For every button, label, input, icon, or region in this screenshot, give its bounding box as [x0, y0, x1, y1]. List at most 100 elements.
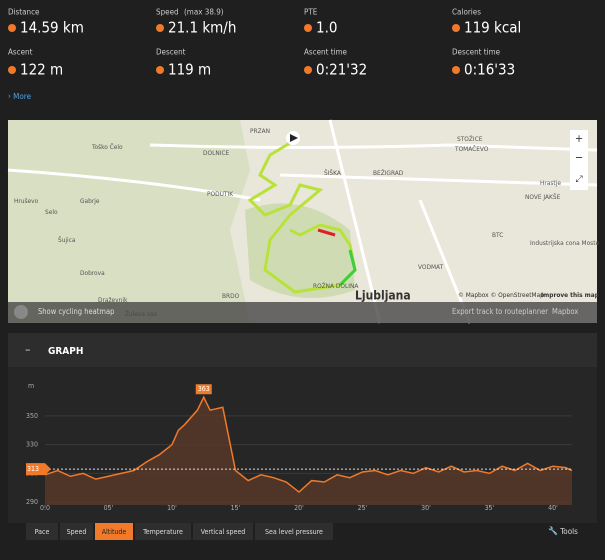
stat-label: Descent [156, 48, 186, 57]
tab[interactable] [135, 523, 191, 540]
place-label: TOMAČEVO [454, 144, 489, 153]
stat-icon [8, 24, 16, 32]
stat-value: 119 kcal [464, 19, 521, 37]
place-label: Draževnik [98, 296, 128, 304]
place-label: Hruševo [14, 197, 39, 205]
stat-value: 21.1 km/h [168, 19, 236, 37]
tab-label[interactable]: Sea level pressure [265, 528, 323, 536]
collapse-button[interactable]: – [25, 343, 30, 357]
stat-value: 0:16'33 [464, 61, 515, 79]
place-label: Šujica [58, 235, 76, 244]
place-label: VODMAT [418, 263, 444, 271]
y-tick-label: 290 [26, 498, 38, 506]
play-icon [290, 134, 298, 142]
route [247, 138, 357, 294]
stat-note: (max 38.9) [184, 8, 224, 17]
place-label: DOLNICE [203, 149, 230, 157]
max-label: 363 [198, 385, 210, 393]
export-link[interactable]: Export track to routeplanner [452, 307, 548, 316]
stat-icon [304, 66, 312, 74]
tab-label[interactable]: Speed [67, 528, 87, 536]
graph-header [8, 333, 597, 367]
y-tick-label: 350 [26, 412, 38, 420]
stat-icon [156, 66, 164, 74]
x-tick-label: 25' [358, 504, 368, 512]
place-label: BTC [492, 231, 503, 239]
place-label: NOVE JAKŠE [525, 192, 561, 201]
tools-button[interactable]: 🔧 Tools [548, 526, 578, 536]
stat-icon [156, 24, 164, 32]
tab-label[interactable]: Temperature [142, 528, 183, 536]
y-tick-label: 330 [26, 441, 38, 449]
stat-value: 122 m [20, 61, 63, 79]
reference-marker [26, 463, 51, 476]
x-tick-label: 20' [294, 504, 304, 512]
x-tick-label: 40' [548, 504, 558, 512]
stat-icon [8, 66, 16, 74]
place-label: Toško Čelo [91, 142, 123, 151]
place-label: PODUTIK [207, 190, 233, 198]
zoom-out[interactable]: − [575, 151, 583, 164]
x-tick-label: 05' [104, 504, 114, 512]
improve-link[interactable]: Improve this map [541, 291, 599, 299]
heatmap-icon[interactable] [14, 305, 28, 319]
x-tick-label: 35' [485, 504, 495, 512]
tools-text[interactable]: Tools [559, 527, 578, 536]
map-style[interactable]: Mapbox [552, 307, 578, 316]
reference-label: 313 [27, 465, 39, 473]
tab-label[interactable]: Altitude [102, 528, 127, 536]
attribution: © Mapbox © OpenStreetMap [458, 291, 544, 299]
place-label: ŠIŠKA [324, 168, 341, 177]
place-label: Hrastje [540, 179, 561, 187]
stat-icon [304, 24, 312, 32]
x-tick-label: 0.0 [40, 504, 50, 512]
stat-label: Descent time [452, 48, 501, 57]
more-link[interactable]: › More [8, 92, 32, 101]
tab-label[interactable]: Vertical speed [201, 528, 246, 536]
tab-label[interactable]: Pace [35, 528, 50, 536]
heatmap-toggle[interactable]: Show cycling heatmap [38, 307, 114, 316]
place-label: PRZAN [250, 127, 270, 135]
stat-label: Speed [156, 8, 179, 17]
roads [7, 119, 598, 324]
stat-value: 0:21'32 [316, 61, 367, 79]
tab[interactable] [26, 523, 58, 540]
more-text[interactable]: More [13, 92, 31, 101]
x-tick-label: 15' [231, 504, 241, 512]
map[interactable]: + − ⤢ PRZAN DOLNICE ŠIŠKA BEŽIGRAD STOŽICETO… [7, 119, 600, 324]
route-slow [338, 249, 357, 287]
stat-value: 119 m [168, 61, 211, 79]
stat-label: Ascent time [304, 48, 348, 57]
x-tick-label: 10' [167, 504, 177, 512]
stat-label: Distance [8, 8, 40, 17]
place-label: Gabrje [80, 197, 100, 205]
place-label: Dobrova [80, 269, 105, 277]
place-label: BEŽIGRAD [373, 168, 404, 177]
tab[interactable] [255, 523, 333, 540]
route-fast [317, 228, 336, 237]
graph-title: GRAPH [48, 346, 83, 357]
tab[interactable] [95, 523, 133, 540]
terrain [8, 120, 250, 323]
max-marker [195, 384, 212, 395]
stat-label: Ascent [8, 48, 33, 57]
y-unit: m [28, 382, 34, 390]
area-fill [45, 397, 572, 505]
city-label: Ljubljana [355, 289, 411, 303]
zoom-in[interactable]: + [575, 132, 583, 145]
stat-value: 14.59 km [20, 19, 84, 37]
stat-icon [452, 24, 460, 32]
tab[interactable] [193, 523, 253, 540]
x-tick-label: 30' [421, 504, 431, 512]
place-label: Industrijska cona Moste [530, 239, 600, 247]
place-label: ROŽNA DOLINA [313, 281, 358, 290]
stat-label: Calories [452, 8, 481, 17]
place-label: BRDO [222, 292, 240, 300]
stat-label: PTE [304, 8, 318, 17]
fullscreen[interactable]: ⤢ [574, 175, 582, 185]
map-footer [8, 302, 597, 323]
tab[interactable] [60, 523, 93, 540]
stat-icon [452, 66, 460, 74]
zoom-controls[interactable] [570, 130, 588, 190]
